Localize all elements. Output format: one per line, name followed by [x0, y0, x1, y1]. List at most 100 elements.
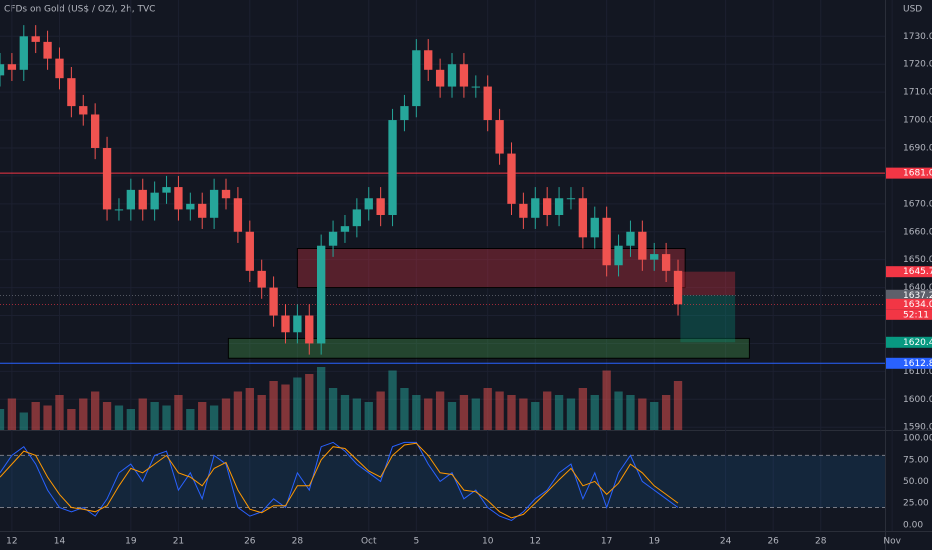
candle-body — [198, 203, 207, 218]
oscillator-band — [0, 455, 885, 508]
volume-bar — [221, 398, 231, 430]
candle-body — [364, 198, 373, 210]
candle-body — [209, 189, 219, 218]
candle-body — [126, 189, 136, 210]
y-tick-label: 25.00 — [903, 499, 929, 509]
x-tick-label: Nov — [883, 537, 901, 547]
candle-body — [269, 287, 278, 316]
x-tick-label: 10 — [482, 537, 494, 547]
candle-body — [114, 209, 124, 211]
candle-body — [233, 198, 243, 232]
x-tick-label: 28 — [815, 537, 827, 547]
volume-bar — [531, 402, 540, 430]
price-label: 1620.41 — [903, 338, 932, 348]
candle-body — [317, 245, 326, 344]
candle-body — [578, 198, 588, 238]
y-tick-label: 1610.00 — [903, 367, 932, 377]
candle-body — [531, 198, 540, 218]
volume-bar — [388, 370, 397, 430]
price-label: 1634.01 — [903, 300, 932, 310]
candle-body — [590, 217, 599, 238]
candle-body — [79, 106, 88, 115]
volume-bar — [0, 409, 5, 430]
volume-bar — [114, 405, 124, 430]
volume-bar — [495, 391, 504, 430]
volume-bar — [174, 395, 183, 430]
volume-bar — [198, 402, 207, 430]
candle-body — [19, 36, 28, 70]
candle-body — [519, 203, 528, 218]
volume-bar — [626, 395, 635, 430]
x-tick-label: 14 — [54, 537, 66, 547]
price-label-box — [886, 167, 932, 179]
price-label-box — [886, 289, 932, 301]
x-tick-label: 12 — [6, 537, 17, 547]
candle-body — [424, 50, 433, 70]
volume-bar — [186, 409, 195, 430]
candle-body — [602, 217, 611, 266]
candle-body — [388, 120, 397, 215]
volume-bar — [519, 398, 528, 430]
y-tick-label: 1600.00 — [903, 395, 932, 405]
volume-bar — [614, 391, 623, 430]
volume-bar — [447, 402, 457, 430]
volume-bar — [67, 409, 76, 430]
candle-body — [554, 198, 564, 215]
candle-body — [340, 226, 350, 232]
volume-bar — [281, 384, 290, 430]
volume-bar — [376, 391, 385, 430]
volume-bar — [435, 391, 445, 430]
volume-bar — [209, 405, 219, 430]
candle-body — [174, 187, 183, 210]
volume-bar — [590, 395, 599, 430]
candle-body — [0, 64, 5, 76]
candle-body — [221, 189, 231, 199]
volume-bar — [364, 402, 373, 430]
y-tick-label: 1690.00 — [903, 143, 932, 153]
candle-body — [245, 231, 254, 271]
price-label-box — [886, 266, 932, 278]
volume-bar — [400, 388, 409, 430]
volume-bar — [293, 377, 302, 430]
volume-bar — [483, 388, 492, 430]
x-tick-label: 21 — [173, 537, 184, 547]
y-tick-label: 1590.00 — [903, 423, 932, 433]
candle-body — [400, 106, 409, 121]
y-tick-label: 1660.00 — [903, 227, 932, 237]
candle-body — [138, 189, 147, 210]
volume-bar — [638, 398, 647, 430]
x-tick-label: 19 — [125, 537, 137, 547]
volume-bar — [257, 395, 266, 430]
volume-bar — [352, 398, 362, 430]
candle-body — [412, 50, 421, 107]
zone — [680, 295, 736, 343]
candle-body — [673, 270, 683, 305]
x-tick-label: 5 — [413, 537, 419, 547]
candle-body — [543, 198, 552, 215]
volume-bar — [578, 388, 588, 430]
volume-bar — [661, 395, 671, 430]
candle-body — [162, 187, 171, 193]
candle-body — [566, 198, 576, 200]
zone — [680, 271, 736, 296]
candle-body — [257, 270, 266, 288]
volume-bar — [233, 391, 243, 430]
candle-body — [281, 315, 290, 333]
chart-title: CFDs on Gold (US$ / OZ), 2h, TVC — [4, 5, 155, 15]
volume-bar — [602, 370, 611, 430]
candle-body — [7, 64, 17, 70]
volume-bar — [43, 405, 52, 430]
candle-body — [495, 120, 504, 154]
volume-bar — [79, 398, 88, 430]
volume-bar — [471, 398, 480, 430]
y-tick-label: 1730.00 — [903, 32, 932, 42]
candle-body — [305, 315, 314, 344]
volume-bar — [245, 388, 254, 430]
x-tick-label: 19 — [649, 537, 661, 547]
x-tick-label: 12 — [530, 537, 541, 547]
candle-body — [435, 69, 445, 87]
candle-body — [43, 41, 52, 59]
y-tick-label: 1650.00 — [903, 255, 932, 265]
y-tick-label: 75.00 — [903, 455, 929, 465]
y-tick-label: 1710.00 — [903, 88, 932, 98]
